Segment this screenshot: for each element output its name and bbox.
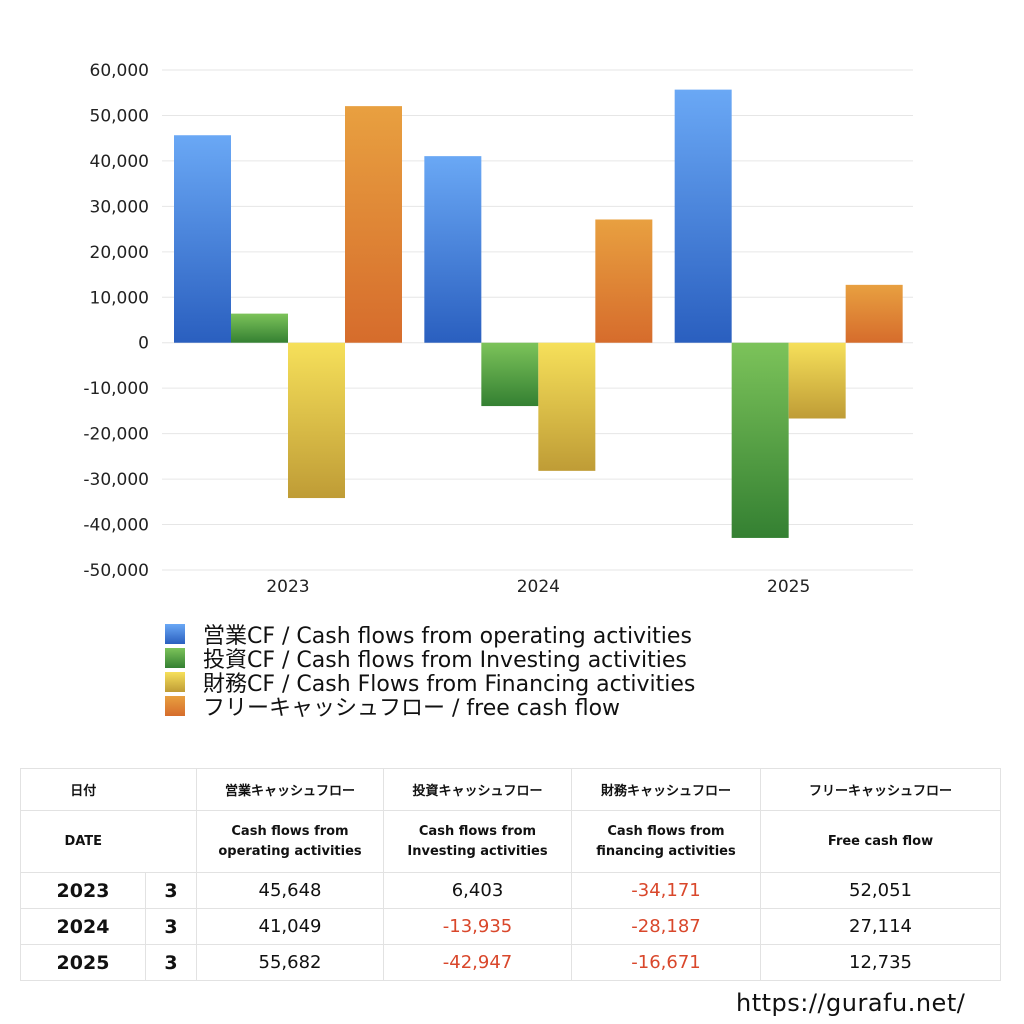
x-tick-label: 2024	[517, 577, 560, 597]
cash-flow-table: 日付 営業キャッシュフロー 投資キャッシュフロー 財務キャッシュフロー フリーキ…	[20, 768, 1001, 981]
legend-label-financing: 財務CF / Cash Flows from Financing activit…	[203, 672, 696, 697]
legend-item-free: フリーキャッシュフロー / free cash flow	[165, 694, 695, 721]
header-month-jp	[145, 768, 197, 811]
table-header-jp: 日付 営業キャッシュフロー 投資キャッシュフロー 財務キャッシュフロー フリーキ…	[20, 768, 1001, 811]
row-year: 2023	[20, 872, 146, 909]
y-tick-label: -40,000	[83, 516, 149, 536]
bar-operating-2024	[424, 156, 482, 343]
header-investing-jp: 投資キャッシュフロー	[383, 768, 572, 811]
row-year: 2025	[20, 944, 146, 981]
row-month: 3	[145, 872, 197, 909]
legend-item-investing: 投資CF / Cash flows from Investing activit…	[165, 646, 695, 673]
x-tick-label: 2023	[266, 577, 309, 597]
row-operating: 45,648	[196, 872, 384, 909]
row-operating: 55,682	[196, 944, 384, 981]
bar-operating-2025	[674, 89, 732, 343]
bar-investing-2025	[731, 342, 789, 538]
row-month: 3	[145, 944, 197, 981]
header-operating-jp: 営業キャッシュフロー	[196, 768, 384, 811]
y-tick-label: 20,000	[90, 243, 149, 263]
header-financing-en: Cash flows from financing activities	[571, 810, 761, 873]
legend-item-operating: 営業CF / Cash flows from operating activit…	[165, 622, 695, 649]
row-financing: -16,671	[571, 944, 761, 981]
bar-financing-2024	[538, 342, 596, 471]
y-tick-label: 10,000	[90, 288, 149, 308]
y-tick-label: 0	[138, 334, 149, 354]
legend-swatch-investing	[165, 648, 185, 668]
legend-swatch-operating	[165, 624, 185, 644]
header-financing-jp: 財務キャッシュフロー	[571, 768, 761, 811]
y-tick-label: -20,000	[83, 425, 149, 445]
row-investing: 6,403	[383, 872, 572, 909]
bar-financing-2025	[788, 342, 846, 419]
header-date-jp: 日付	[20, 768, 146, 811]
y-tick-label: -50,000	[83, 561, 149, 581]
bar-free-2024	[595, 219, 653, 343]
bar-free-2025	[845, 284, 903, 343]
bar-operating-2023	[174, 135, 231, 343]
legend-label-operating: 営業CF / Cash flows from operating activit…	[203, 624, 692, 649]
y-tick-label: 30,000	[90, 197, 149, 217]
header-date-en: DATE	[20, 810, 146, 873]
header-free-jp: フリーキャッシュフロー	[760, 768, 1001, 811]
header-investing-en: Cash flows from Investing activities	[383, 810, 572, 873]
header-free-en: Free cash flow	[760, 810, 1001, 873]
legend-swatch-free	[165, 696, 185, 716]
row-free: 12,735	[760, 944, 1001, 981]
y-tick-label: 60,000	[90, 61, 149, 81]
chart-legend: 営業CF / Cash flows from operating activit…	[165, 622, 695, 721]
legend-label-free: フリーキャッシュフロー / free cash flow	[203, 696, 621, 721]
row-operating: 41,049	[196, 908, 384, 945]
row-free: 27,114	[760, 908, 1001, 945]
bar-investing-2024	[481, 342, 539, 407]
table-row: 2024 3 41,049 -13,935 -28,187 27,114	[20, 908, 1001, 945]
bar-investing-2023	[231, 313, 288, 343]
site-url: https://gurafu.net/	[736, 989, 966, 1017]
cash-flow-bar-chart: 60,000 50,000 40,000 30,000 20,000 10,000 0 -10…	[83, 61, 913, 597]
x-tick-label: 2025	[767, 577, 810, 597]
row-financing: -34,171	[571, 872, 761, 909]
table-row: 2023 3 45,648 6,403 -34,171 52,051	[20, 872, 1001, 909]
row-investing: -42,947	[383, 944, 572, 981]
bar-free-2023	[345, 106, 402, 343]
y-tick-label: -30,000	[83, 470, 149, 490]
y-tick-label: -10,000	[83, 379, 149, 399]
row-free: 52,051	[760, 872, 1001, 909]
y-tick-label: 50,000	[90, 106, 149, 126]
row-financing: -28,187	[571, 908, 761, 945]
row-month: 3	[145, 908, 197, 945]
legend-item-financing: 財務CF / Cash Flows from Financing activit…	[165, 670, 695, 697]
row-investing: -13,935	[383, 908, 572, 945]
table-header-en: DATE Cash flows from operating activitie…	[20, 810, 1001, 873]
table-row: 2025 3 55,682 -42,947 -16,671 12,735	[20, 944, 1001, 981]
row-year: 2024	[20, 908, 146, 945]
y-tick-label: 40,000	[90, 152, 149, 172]
legend-swatch-financing	[165, 672, 185, 692]
header-operating-en: Cash flows from operating activities	[196, 810, 384, 873]
header-month-en	[145, 810, 197, 873]
legend-label-investing: 投資CF / Cash flows from Investing activit…	[203, 648, 687, 673]
bar-financing-2023	[288, 342, 345, 499]
